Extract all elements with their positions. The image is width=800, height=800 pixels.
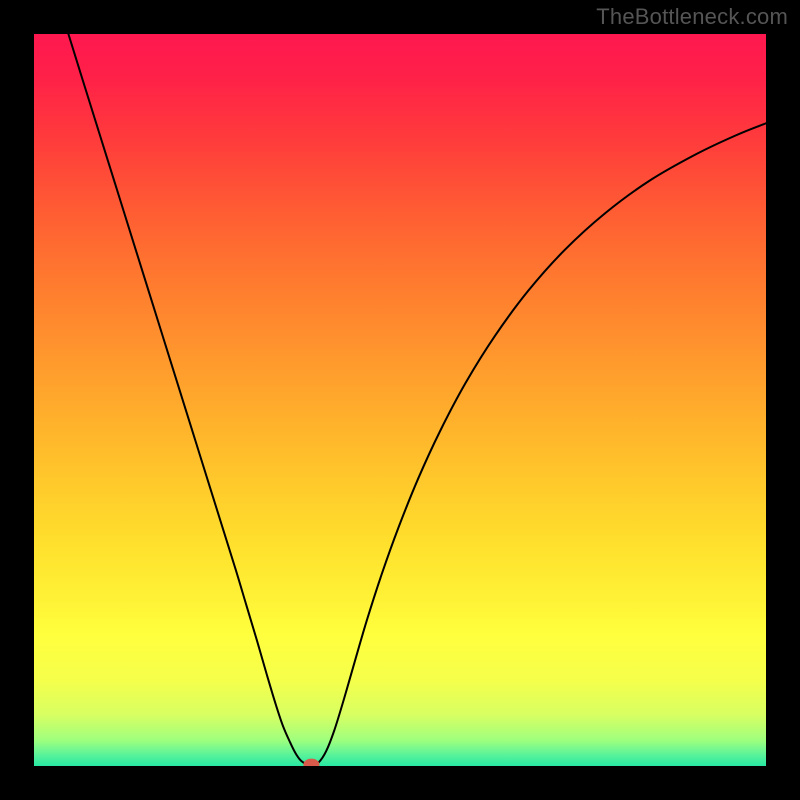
watermark-text: TheBottleneck.com — [596, 4, 788, 30]
chart-container: TheBottleneck.com — [0, 0, 800, 800]
chart-background — [34, 34, 766, 766]
bottleneck-chart — [0, 0, 800, 800]
